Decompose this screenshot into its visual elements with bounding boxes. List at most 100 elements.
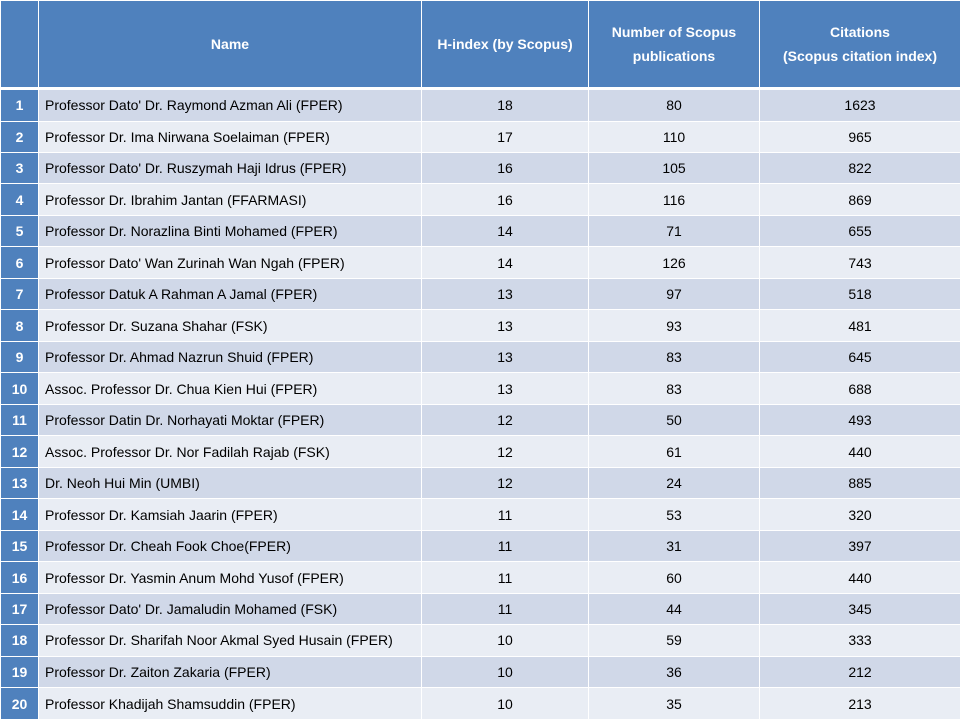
publications-cell: 116 bbox=[588, 183, 760, 216]
row-number: 9 bbox=[0, 340, 39, 374]
publications-cell: 60 bbox=[588, 561, 760, 594]
row-number: 19 bbox=[0, 655, 39, 689]
name-cell: Professor Dr. Sharifah Noor Akmal Syed H… bbox=[38, 624, 422, 657]
h-index-cell: 10 bbox=[421, 655, 589, 689]
citations-cell: 345 bbox=[759, 592, 960, 626]
publications-cell: 80 bbox=[588, 88, 760, 122]
h-index-cell: 14 bbox=[421, 214, 589, 248]
h-index-cell: 18 bbox=[421, 88, 589, 122]
table-row: 15 Professor Dr. Cheah Fook Choe(FPER) 11 3… bbox=[0, 529, 960, 563]
row-number: 15 bbox=[0, 529, 39, 563]
table-row: 8 Professor Dr. Suzana Shahar (FSK) 13 93 48… bbox=[0, 309, 960, 342]
citations-cell: 869 bbox=[759, 183, 960, 216]
row-number: 8 bbox=[0, 309, 39, 342]
name-cell: Professor Dr. Kamsiah Jaarin (FPER) bbox=[38, 498, 422, 531]
h-index-cell: 13 bbox=[421, 340, 589, 374]
h-index-cell: 16 bbox=[421, 183, 589, 216]
header-row: Name H-index (by Scopus) Number of Scopus … bbox=[0, 0, 960, 90]
table-row: 1 Professor Dato' Dr. Raymond Azman Ali (… bbox=[0, 88, 960, 122]
citations-cell: 213 bbox=[759, 687, 960, 720]
table-row: 2 Professor Dr. Ima Nirwana Soelaiman (FP… bbox=[0, 120, 960, 153]
name-cell: Professor Dr. Cheah Fook Choe(FPER) bbox=[38, 529, 422, 563]
name-cell: Professor Dr. Ima Nirwana Soelaiman (FPE… bbox=[38, 120, 422, 153]
name-cell: Professor Dr. Suzana Shahar (FSK) bbox=[38, 309, 422, 342]
table-row: 5 Professor Dr. Norazlina Binti Mohamed (… bbox=[0, 214, 960, 248]
table-body: 1 Professor Dato' Dr. Raymond Azman Ali (… bbox=[0, 88, 960, 720]
h-index-cell: 16 bbox=[421, 151, 589, 185]
row-number: 2 bbox=[0, 120, 39, 153]
table-row: 7 Professor Datuk A Rahman A Jamal (FPER)… bbox=[0, 277, 960, 311]
citations-cell: 481 bbox=[759, 309, 960, 342]
publications-cell: 31 bbox=[588, 529, 760, 563]
publications-cell: 59 bbox=[588, 624, 760, 657]
citations-cell: 965 bbox=[759, 120, 960, 153]
publications-cell: 93 bbox=[588, 309, 760, 342]
name-cell: Dr. Neoh Hui Min (UMBI) bbox=[38, 466, 422, 500]
table-row: 12 Assoc. Professor Dr. Nor Fadilah Rajab… bbox=[0, 435, 960, 468]
name-cell: Professor Datin Dr. Norhayati Moktar (FP… bbox=[38, 403, 422, 437]
publications-cell: 50 bbox=[588, 403, 760, 437]
citations-cell: 397 bbox=[759, 529, 960, 563]
table-row: 16 Professor Dr. Yasmin Anum Mohd Yusof (… bbox=[0, 561, 960, 594]
citations-cell: 822 bbox=[759, 151, 960, 185]
citations-cell: 320 bbox=[759, 498, 960, 531]
publications-cell: 35 bbox=[588, 687, 760, 720]
publications-cell: 71 bbox=[588, 214, 760, 248]
publications-cell: 53 bbox=[588, 498, 760, 531]
name-cell: Professor Dr. Norazlina Binti Mohamed (F… bbox=[38, 214, 422, 248]
publications-cell: 110 bbox=[588, 120, 760, 153]
row-number: 4 bbox=[0, 183, 39, 216]
table-row: 11 Professor Datin Dr. Norhayati Moktar (… bbox=[0, 403, 960, 437]
row-number: 17 bbox=[0, 592, 39, 626]
table-row: 14 Professor Dr. Kamsiah Jaarin (FPER) 11 5… bbox=[0, 498, 960, 531]
table-row: 13 Dr. Neoh Hui Min (UMBI) 12 24 885 bbox=[0, 466, 960, 500]
h-index-cell: 12 bbox=[421, 466, 589, 500]
row-number: 12 bbox=[0, 435, 39, 468]
name-cell: Professor Dato' Dr. Jamaludin Mohamed (F… bbox=[38, 592, 422, 626]
name-cell: Professor Dr. Yasmin Anum Mohd Yusof (FP… bbox=[38, 561, 422, 594]
h-index-cell: 11 bbox=[421, 529, 589, 563]
row-number: 10 bbox=[0, 372, 39, 405]
citations-cell: 743 bbox=[759, 246, 960, 279]
row-number: 7 bbox=[0, 277, 39, 311]
header-cell: Number of Scopus publications bbox=[588, 0, 760, 90]
table-row: 3 Professor Dato' Dr. Ruszymah Haji Idrus… bbox=[0, 151, 960, 185]
publications-cell: 44 bbox=[588, 592, 760, 626]
h-index-cell: 13 bbox=[421, 372, 589, 405]
citations-cell: 333 bbox=[759, 624, 960, 657]
citations-cell: 440 bbox=[759, 561, 960, 594]
publications-cell: 97 bbox=[588, 277, 760, 311]
citations-cell: 885 bbox=[759, 466, 960, 500]
h-index-cell: 10 bbox=[421, 687, 589, 720]
row-number: 20 bbox=[0, 687, 39, 720]
name-cell: Professor Khadijah Shamsuddin (FPER) bbox=[38, 687, 422, 720]
table-row: 6 Professor Dato' Wan Zurinah Wan Ngah (F… bbox=[0, 246, 960, 279]
header-cell: H-index (by Scopus) bbox=[421, 0, 589, 90]
h-index-cell: 14 bbox=[421, 246, 589, 279]
row-number: 18 bbox=[0, 624, 39, 657]
h-index-cell: 11 bbox=[421, 592, 589, 626]
row-number: 5 bbox=[0, 214, 39, 248]
h-index-cell: 11 bbox=[421, 498, 589, 531]
table-row: 20 Professor Khadijah Shamsuddin (FPER) 10… bbox=[0, 687, 960, 720]
h-index-cell: 12 bbox=[421, 403, 589, 437]
h-index-cell: 13 bbox=[421, 309, 589, 342]
row-number: 6 bbox=[0, 246, 39, 279]
citations-cell: 440 bbox=[759, 435, 960, 468]
header-cell: Name bbox=[38, 0, 422, 90]
publications-cell: 83 bbox=[588, 372, 760, 405]
table-row: 17 Professor Dato' Dr. Jamaludin Mohamed … bbox=[0, 592, 960, 626]
citations-cell: 493 bbox=[759, 403, 960, 437]
name-cell: Professor Dr. Zaiton Zakaria (FPER) bbox=[38, 655, 422, 689]
name-cell: Professor Dato' Wan Zurinah Wan Ngah (FP… bbox=[38, 246, 422, 279]
row-number: 11 bbox=[0, 403, 39, 437]
h-index-cell: 10 bbox=[421, 624, 589, 657]
h-index-cell: 12 bbox=[421, 435, 589, 468]
citations-cell: 518 bbox=[759, 277, 960, 311]
citations-cell: 1623 bbox=[759, 88, 960, 122]
row-number: 14 bbox=[0, 498, 39, 531]
name-cell: Professor Dr. Ahmad Nazrun Shuid (FPER) bbox=[38, 340, 422, 374]
publications-cell: 126 bbox=[588, 246, 760, 279]
citations-cell: 645 bbox=[759, 340, 960, 374]
